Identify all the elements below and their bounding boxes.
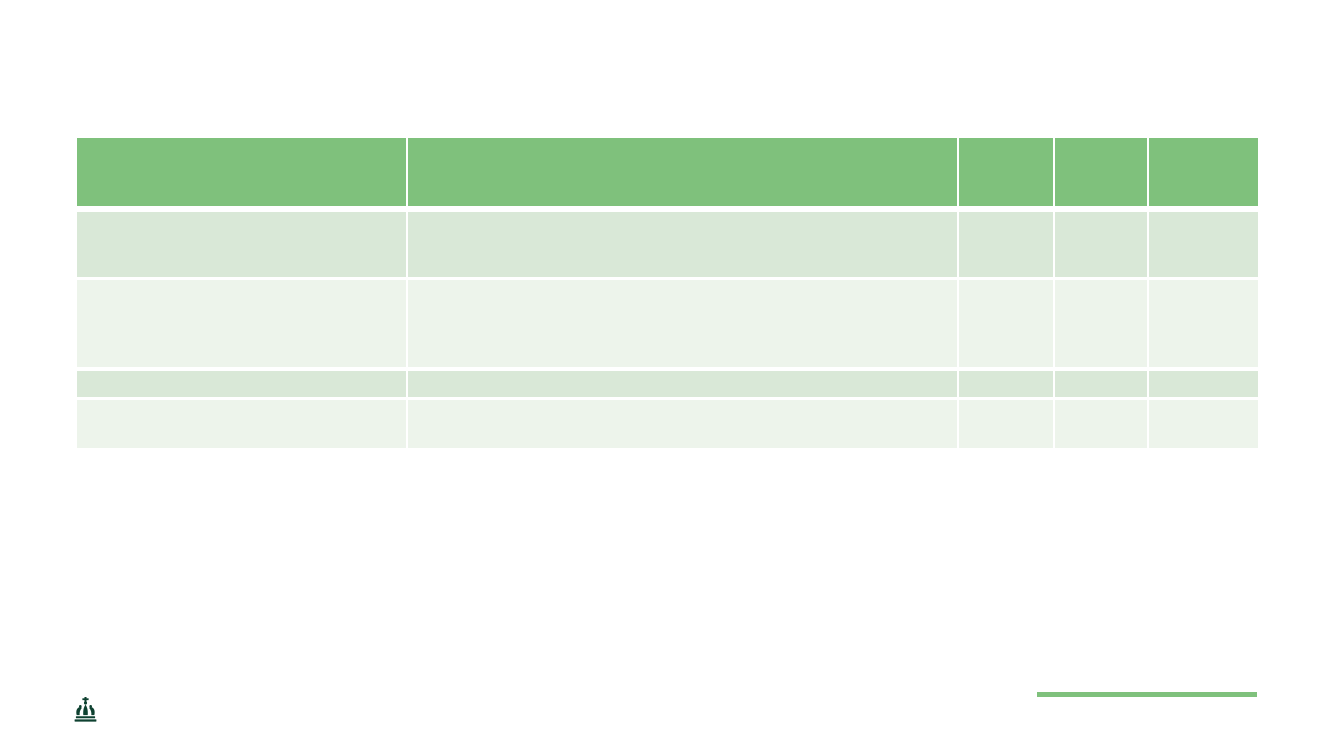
table-cell: [1149, 400, 1258, 448]
table-cell: [1055, 212, 1147, 277]
table-cell: [959, 212, 1053, 277]
table-row: [77, 280, 1258, 367]
table-cell: [1149, 212, 1258, 277]
header-cell: [408, 138, 957, 206]
danish-royal-crown-icon: [74, 697, 97, 722]
table-cell: [77, 212, 406, 277]
table-cell: [408, 212, 957, 277]
table-cell: [959, 280, 1053, 367]
table: [77, 138, 1258, 448]
table-cell: [77, 371, 406, 397]
table-cell: [1055, 371, 1147, 397]
table-cell: [1055, 280, 1147, 367]
footer-accent-line: [1037, 692, 1257, 697]
table-cell: [1055, 400, 1147, 448]
table-cell: [1149, 280, 1258, 367]
table-row: [77, 212, 1258, 277]
table-row: [77, 371, 1258, 397]
table-cell: [77, 280, 406, 367]
table-cell: [408, 280, 957, 367]
table-cell: [1149, 371, 1258, 397]
table-cell: [408, 371, 957, 397]
table-row: [77, 400, 1258, 448]
header-cell: [77, 138, 406, 206]
table-cell: [77, 400, 406, 448]
header-cell: [1055, 138, 1147, 206]
table-cell: [959, 400, 1053, 448]
table-cell: [408, 400, 957, 448]
header-cell: [1149, 138, 1258, 206]
table-cell: [959, 371, 1053, 397]
table-header-row: [77, 138, 1258, 206]
header-cell: [959, 138, 1053, 206]
